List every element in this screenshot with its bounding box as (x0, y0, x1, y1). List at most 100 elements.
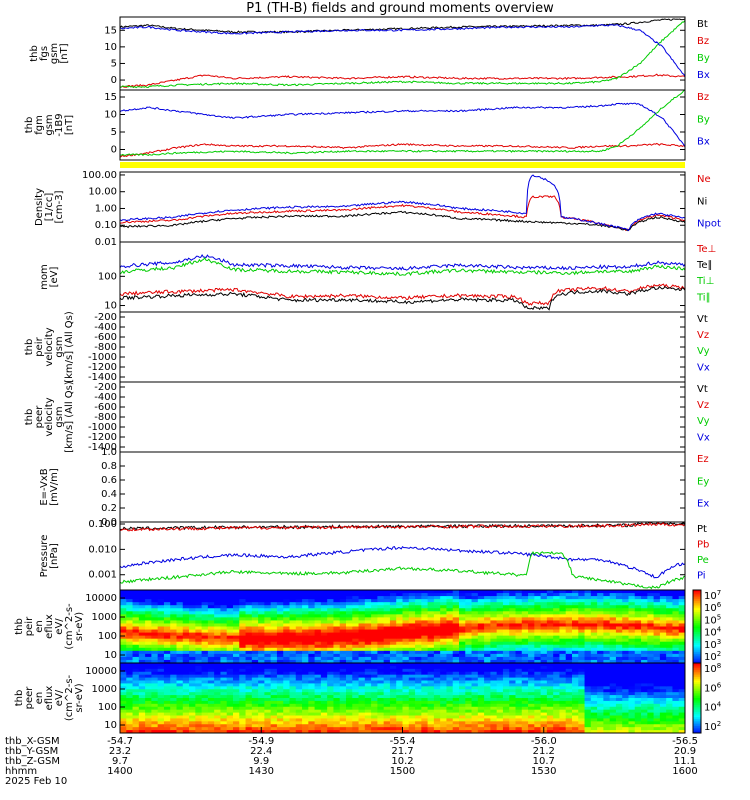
spectrogram-cell (559, 668, 567, 673)
legend-Vt: Vt (697, 314, 708, 325)
spectrogram-cell (389, 665, 397, 670)
spectrogram-cell (170, 638, 177, 643)
spectrogram-cell (678, 596, 686, 600)
spectrogram-cell (295, 724, 303, 728)
spectrogram-cell (622, 653, 629, 658)
spectrogram-cell (597, 677, 604, 681)
spectrogram-cell (427, 718, 435, 722)
spectrogram-cell (659, 599, 667, 603)
spectrogram-cell (352, 706, 360, 711)
ylabel-line: -1B9 (54, 113, 65, 136)
spectrogram-cell (433, 632, 441, 637)
spectrogram-cell (546, 683, 554, 687)
spectrogram-cell (220, 663, 228, 667)
spectrogram-cell (120, 593, 127, 597)
spectrogram-cell (641, 611, 648, 615)
spectrogram-cell (471, 671, 479, 676)
spectrogram-cell (647, 617, 655, 621)
spectrogram-cell (308, 620, 316, 624)
spectrogram-cell (320, 715, 328, 719)
colorbar-segment (693, 687, 701, 690)
spectrogram-cell (641, 614, 648, 618)
spectrogram-cell (540, 689, 548, 693)
spectrogram-cell (126, 596, 134, 600)
spectrogram-cell (346, 596, 353, 600)
spectrogram-cell (189, 671, 196, 676)
spectrogram-cell (220, 730, 228, 734)
spectrogram-cell (446, 632, 454, 637)
spectrogram-cell (289, 650, 297, 655)
spectrogram-cell (302, 617, 309, 621)
spectrogram-cell (120, 727, 127, 731)
spectrogram-cell (170, 727, 177, 731)
spectrogram-cell (666, 611, 673, 615)
spectrogram-cell (534, 668, 542, 673)
spectrogram-cell (553, 614, 560, 618)
spectrogram-cell (207, 674, 215, 679)
spectrogram-cell (609, 709, 617, 714)
spectrogram-cell (509, 641, 516, 646)
spectrogram-cell (559, 700, 567, 705)
spectrogram-cell (446, 638, 454, 643)
spectrogram-cell (584, 718, 592, 722)
spectrogram-cell (590, 605, 598, 609)
spectrogram-cell (327, 617, 334, 621)
spectrogram-cell (201, 656, 209, 661)
spectrogram-cell (659, 715, 667, 719)
spectrogram-cell (226, 715, 234, 719)
spectrogram-cell (502, 677, 510, 681)
spectrogram-cell (572, 644, 579, 649)
spectrogram-cell (584, 641, 592, 646)
spectrogram-cell (226, 632, 234, 637)
spectrogram-cell (452, 623, 460, 627)
spectrogram-cell (490, 668, 498, 673)
spectrogram-cell (634, 611, 642, 615)
spectrogram-cell (647, 605, 655, 609)
spectrogram-cell (559, 709, 567, 714)
spectrogram-cell (433, 623, 441, 627)
spectrogram-cell (251, 590, 259, 594)
spectrogram-cell (308, 632, 316, 637)
spectrogram-cell (459, 683, 466, 687)
spectrogram-cell (540, 724, 548, 728)
spectrogram-cell (245, 715, 253, 719)
spectrogram-cell (371, 653, 378, 658)
spectrogram-cell (302, 635, 309, 640)
spectrogram-cell (484, 712, 491, 716)
spectrogram-cell (364, 647, 372, 652)
spectrogram-cell (622, 698, 629, 702)
spectrogram-cell (120, 653, 127, 658)
spectrogram-cell (314, 629, 322, 634)
spectrogram-cell (358, 623, 366, 627)
spectrogram-cell (220, 680, 228, 684)
spectrogram-cell (176, 599, 184, 603)
spectrogram-cell (459, 674, 466, 679)
spectrogram-cell (151, 593, 159, 597)
spectrogram-cell (383, 712, 391, 716)
spectrogram-cell (546, 668, 554, 673)
spectrogram-cell (364, 653, 372, 658)
spectrogram-cell (459, 611, 466, 615)
spectrogram-cell (540, 698, 548, 702)
spectrogram-cell (578, 700, 586, 705)
spectrogram-cell (176, 703, 184, 708)
spectrogram-cell (233, 635, 240, 640)
spectrogram-cell (433, 730, 441, 734)
spectrogram-cell (496, 665, 504, 670)
spectrogram-cell (157, 638, 165, 643)
spectrogram-cell (509, 683, 516, 687)
spectrogram-cell (484, 620, 491, 624)
spectrogram-cell (132, 730, 140, 734)
y-tick-label: 100 (98, 631, 117, 642)
spectrogram-cell (201, 605, 209, 609)
spectrogram-cell (214, 605, 221, 609)
spectrogram-cell (377, 698, 385, 702)
spectrogram-cell (276, 695, 284, 699)
spectrogram-cell (327, 665, 334, 670)
spectrogram-cell (565, 596, 573, 600)
spectrogram-cell (182, 724, 190, 728)
spectrogram-cell (346, 663, 353, 667)
spectrogram-cell (320, 656, 328, 661)
spectrogram-cell (672, 599, 680, 603)
spectrogram-cell (402, 718, 410, 722)
